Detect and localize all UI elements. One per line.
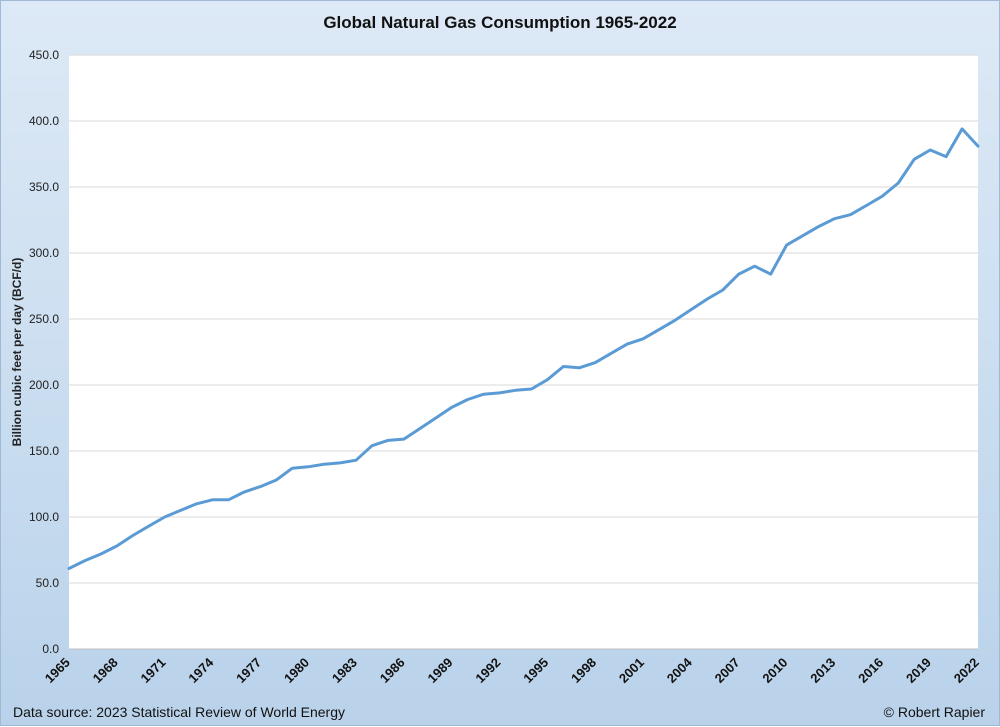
data-point [243,490,246,493]
data-point [785,244,788,247]
x-tick-label: 2004 [664,654,696,686]
data-point [179,509,182,512]
x-tick-label: 2007 [712,655,743,686]
x-tick-label: 2016 [855,655,886,686]
y-tick-label: 250.0 [29,312,59,326]
data-point [530,387,533,390]
data-point [163,516,166,519]
y-tick-label: 0.0 [42,642,59,656]
y-axis-title: Billion cubic feet per day (BCF/d) [10,258,24,447]
series-line [67,127,980,570]
data-point [626,343,629,346]
data-point [434,417,437,420]
x-tick-label: 2001 [616,655,647,686]
data-point [674,319,677,322]
data-point [849,213,852,216]
y-tick-label: 150.0 [29,444,59,458]
data-point [546,378,549,381]
data-point [817,225,820,228]
x-tick-label: 1986 [377,655,408,686]
y-tick-label: 50.0 [36,576,60,590]
y-tick-label: 200.0 [29,378,59,392]
data-point [418,427,421,430]
data-point [610,352,613,355]
data-point [977,145,980,148]
data-point [323,463,326,466]
data-point [578,366,581,369]
data-point [83,559,86,562]
data-point [514,389,517,392]
data-point [402,438,405,441]
y-tick-label: 400.0 [29,114,59,128]
x-tick-label: 2022 [951,655,982,686]
data-point [99,552,102,555]
data-point [801,234,804,237]
x-tick-label: 2010 [759,655,790,686]
data-point [705,298,708,301]
data-point [913,158,916,161]
x-tick-label: 1974 [185,654,217,686]
x-tick-label: 1968 [90,655,121,686]
x-tick-label: 2013 [807,655,838,686]
data-point [466,398,469,401]
data-point [642,337,645,340]
data-point [307,465,310,468]
data-point [833,217,836,220]
data-point [68,567,71,570]
y-tick-label: 450.0 [29,48,59,62]
data-point [769,273,772,276]
x-tick-label: 1995 [520,655,551,686]
y-tick-label: 350.0 [29,180,59,194]
data-point [658,328,661,331]
x-tick-label: 1992 [472,655,503,686]
data-point [211,498,214,501]
data-point [355,459,358,462]
data-point [721,288,724,291]
data-point [737,273,740,276]
data-point [227,498,230,501]
data-point [450,406,453,409]
data-point [498,391,501,394]
data-point [115,545,118,548]
x-tick-label: 2019 [903,655,934,686]
x-tick-label: 1983 [329,655,360,686]
author-credit: © Robert Rapier [883,704,985,720]
data-point [897,182,900,185]
x-tick-label: 1965 [42,655,73,686]
y-tick-label: 100.0 [29,510,59,524]
data-point [929,149,932,152]
data-point [386,439,389,442]
x-tick-label: 1989 [425,655,456,686]
data-point [881,195,884,198]
data-point [195,502,198,505]
chart-title: Global Natural Gas Consumption 1965-2022 [323,13,677,32]
data-source-note: Data source: 2023 Statistical Review of … [13,704,346,720]
data-point [371,444,374,447]
data-point [131,534,134,537]
data-point [594,361,597,364]
x-tick-label: 1977 [233,655,264,686]
data-point [275,479,278,482]
data-point [865,204,868,207]
data-point [339,461,342,464]
data-point [482,393,485,396]
data-point [562,365,565,368]
data-point [945,155,948,158]
data-point [961,127,964,130]
y-tick-label: 300.0 [29,246,59,260]
data-point [291,467,294,470]
data-point [753,265,756,268]
data-point [689,308,692,311]
x-tick-label: 1980 [281,655,312,686]
plot-area [69,55,978,649]
x-tick-label: 1998 [568,655,599,686]
data-point [259,485,262,488]
x-tick-label: 1971 [138,655,169,686]
data-point [147,525,150,528]
